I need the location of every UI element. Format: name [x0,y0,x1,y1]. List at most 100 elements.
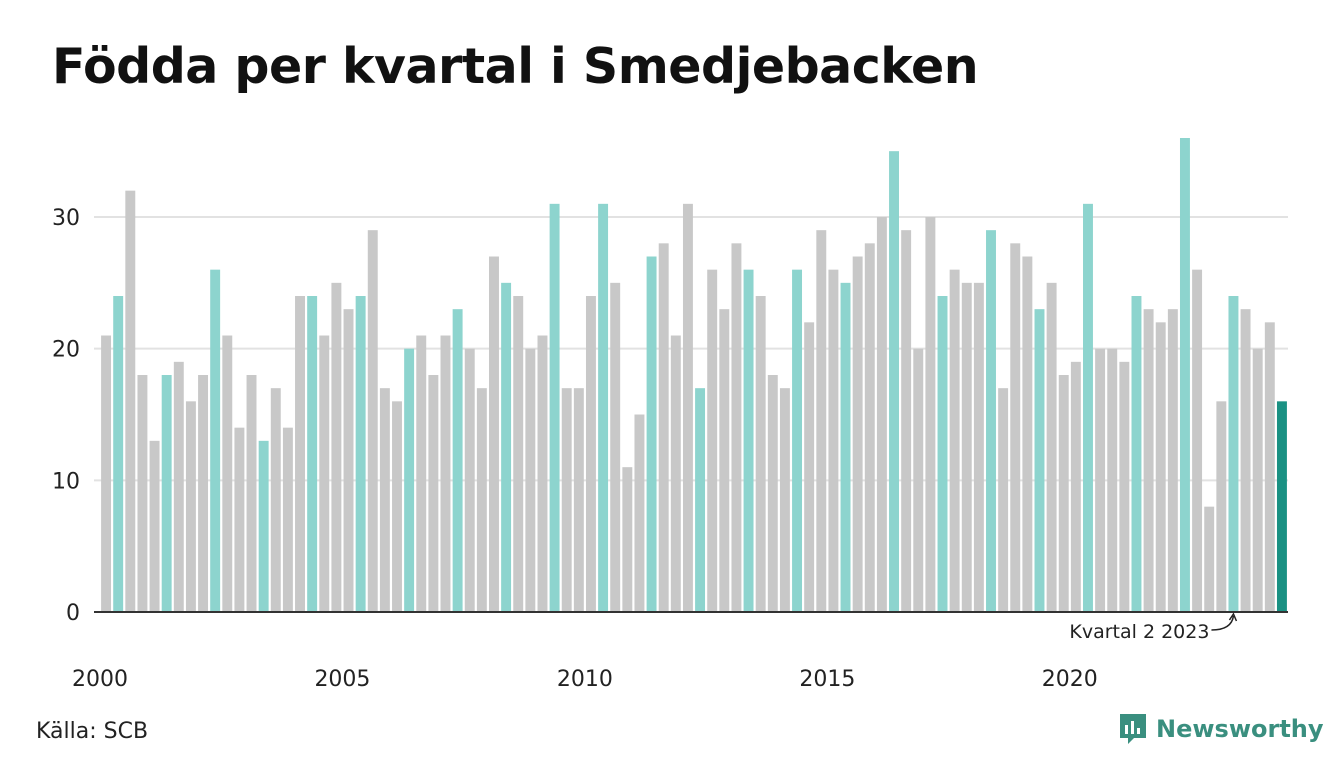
y-tick-label: 30 [52,206,80,231]
x-tick-label: 2015 [799,667,855,692]
bar [792,269,803,612]
bar [125,190,136,612]
bar [210,269,221,612]
bar [634,414,645,612]
newsworthy-brand: Newsworthy [1118,712,1324,746]
bar [1192,269,1203,612]
bar [998,388,1009,612]
bar [707,269,718,612]
bar [1167,309,1178,612]
bar [840,282,851,612]
bar [731,243,742,613]
annotation-label: Kvartal 2 2023 [1069,621,1209,643]
bar [343,309,354,612]
annotation-arrowhead [1228,612,1238,622]
bar [476,388,487,612]
x-tick-label: 2020 [1042,667,1098,692]
bar [598,203,609,613]
bar [222,335,233,612]
bar [513,296,524,612]
y-axis-ticks: 0 10 20 30 [52,206,80,626]
bar [682,203,693,613]
bar [670,335,681,612]
bar [464,348,475,612]
bar [973,282,984,612]
bar [901,230,912,612]
bar [610,282,621,612]
bar [185,401,196,612]
bar [404,348,415,612]
bar [1228,296,1239,612]
bar [755,296,766,612]
bar [246,375,257,612]
bar [937,296,948,612]
bar [925,217,936,612]
bar [1034,309,1045,612]
bar [1058,375,1069,612]
bar [258,440,269,612]
bar [949,269,960,612]
bar [367,230,378,612]
bar [779,388,790,612]
bar [646,256,657,612]
bar [440,335,451,612]
bar [537,335,548,612]
source-note: Källa: SCB [36,719,149,744]
bar [392,401,402,612]
bar [1155,322,1166,612]
bar [743,269,754,612]
bar [889,151,899,612]
bar [816,230,827,612]
bar [622,467,633,612]
x-axis-ticks: 2000 2005 2010 2015 2020 [72,667,1098,692]
x-tick-label: 2010 [557,667,613,692]
bar [719,309,730,612]
bar [113,296,124,612]
bar [331,282,342,612]
bar [137,375,148,612]
bar [695,388,706,612]
y-tick-label: 0 [66,601,80,626]
bar [1131,296,1142,612]
bar [307,296,318,612]
bar [416,335,427,612]
newsworthy-logo-icon [1120,714,1146,744]
bar [234,427,245,612]
bar [452,309,463,612]
bar [1252,348,1263,612]
bar [852,256,863,612]
bars [101,138,1287,613]
bar [864,243,875,613]
bar [1204,506,1215,612]
bar [1179,138,1190,612]
bar [101,335,112,612]
annotation-arrow [1211,615,1235,631]
bar [1119,361,1130,612]
bar [1046,282,1057,612]
bar [1216,401,1227,612]
bar [379,388,390,612]
bar [549,203,560,613]
bar [319,335,330,612]
bar [561,388,572,612]
bar [828,269,839,612]
bar [1010,243,1021,613]
bar [1107,348,1118,612]
bar [295,296,305,612]
bar [876,217,887,612]
bar [282,427,293,612]
annotation: Kvartal 2 2023 [1069,612,1238,643]
bar [1095,348,1106,612]
bar [1083,203,1093,613]
bar [1276,401,1287,612]
bar [173,361,184,612]
bar [161,375,172,612]
bar [355,296,366,612]
bar [270,388,281,612]
bar [585,296,596,612]
bar [986,230,996,612]
y-tick-label: 20 [52,338,80,363]
bar [428,375,439,612]
bar [501,282,512,612]
